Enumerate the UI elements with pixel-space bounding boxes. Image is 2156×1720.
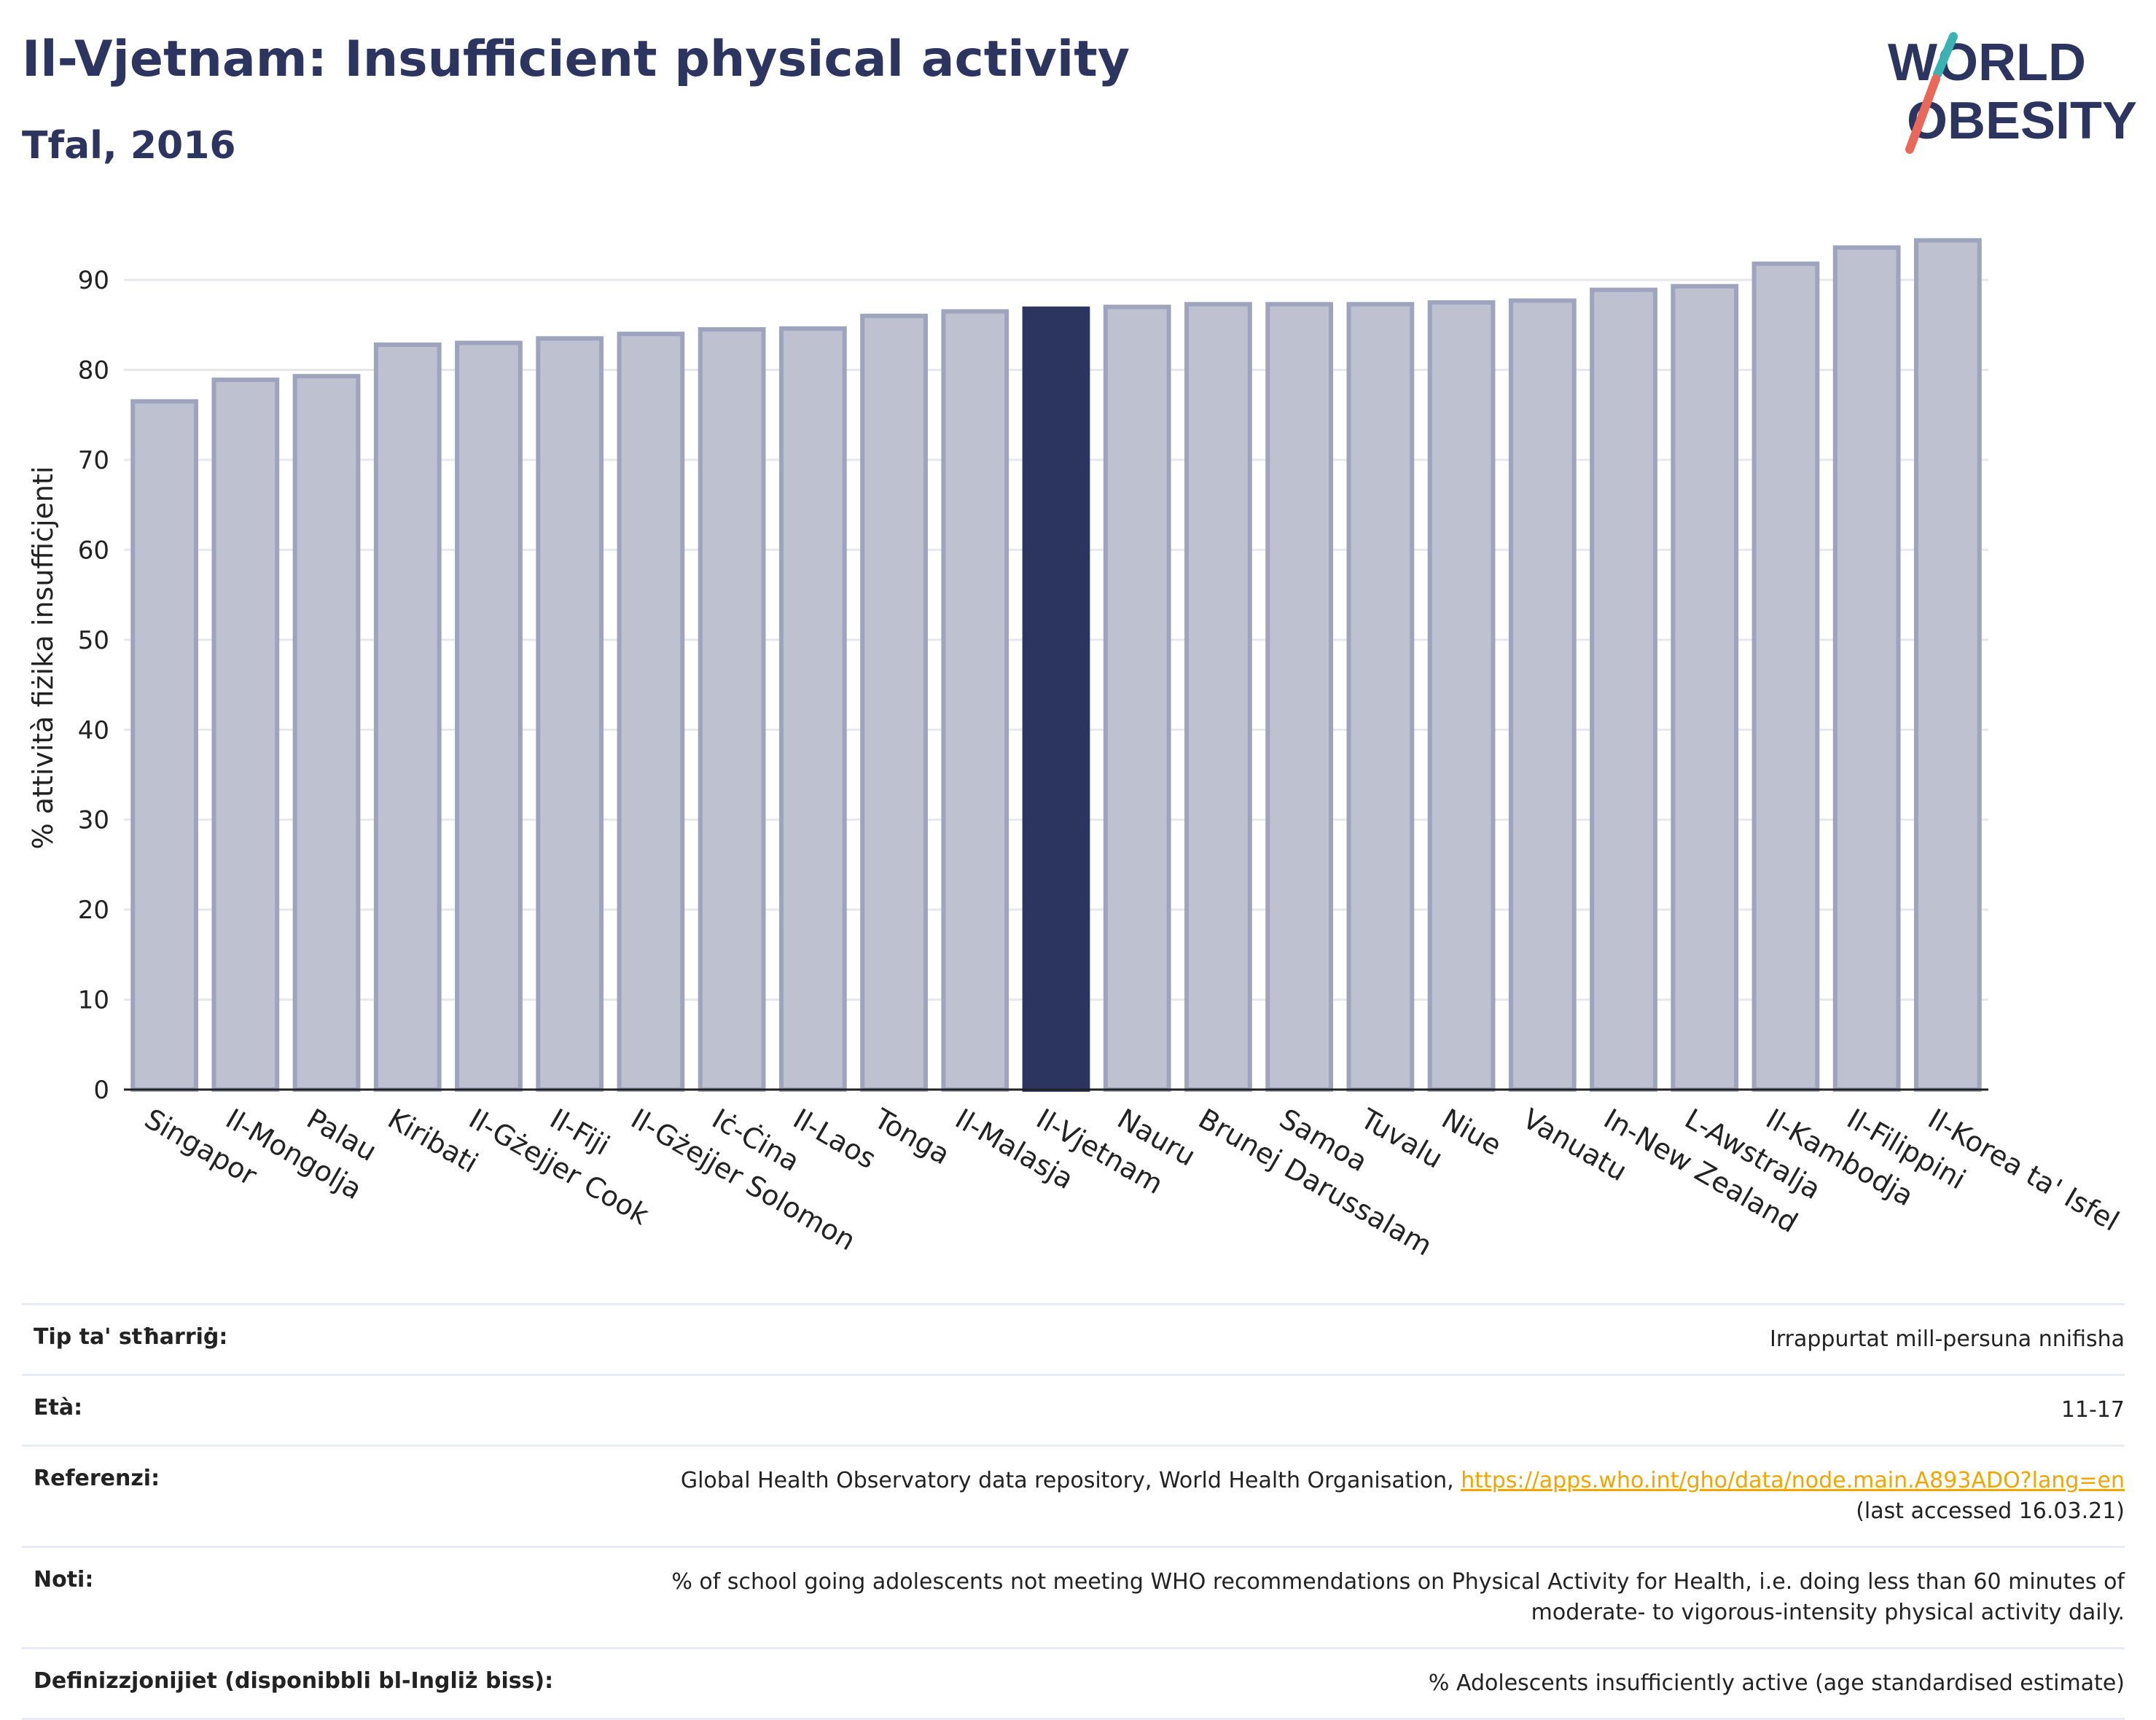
bars [130, 238, 1982, 1092]
meta-label: Referenzi: [34, 1466, 160, 1491]
bar-palau [292, 374, 361, 1092]
meta-value-block: % of school going adolescents not meetin… [671, 1567, 2125, 1628]
bar-nauru [1103, 305, 1171, 1092]
metadata-table: Tip ta' stħarriġ: Irrappurtat mill-persu… [22, 1303, 2125, 1720]
x-tick-label: Tonga [868, 1102, 955, 1170]
bar-il-mongolja [211, 378, 280, 1092]
bar-l-awstralja [1671, 284, 1739, 1092]
logo-line2: OBESITY [1907, 92, 2137, 150]
bar-brunej-darussalam [1184, 302, 1252, 1092]
reference-text: Global Health Observatory data repositor… [680, 1468, 1454, 1493]
bar-tuvalu [1346, 302, 1415, 1092]
bar-samoa [1265, 302, 1334, 1092]
y-tick-label: 0 [93, 1076, 109, 1105]
meta-label: Noti: [34, 1567, 94, 1592]
meta-row-references: Referenzi: Global Health Observatory dat… [22, 1445, 2125, 1546]
bar-il-kambodja [1751, 261, 1820, 1092]
meta-label: Età: [34, 1395, 83, 1420]
x-tick-label: Il-Laos [788, 1103, 882, 1176]
bar-il-malasja [941, 309, 1009, 1092]
y-tick-label: 70 [78, 446, 109, 475]
bar-in-new-zealand [1590, 287, 1657, 1092]
notes-line1: % of school going adolescents not meetin… [671, 1569, 2125, 1595]
reference-accessed: (last accessed 16.03.21) [1856, 1498, 2125, 1524]
meta-row-survey-type: Tip ta' stħarriġ: Irrappurtat mill-persu… [22, 1303, 2125, 1374]
meta-label: Definizzjonijiet (disponibbli bl-Ingliż … [34, 1668, 554, 1694]
logo-slash-bottom [1905, 74, 1940, 154]
y-axis-label: % attività fiżika insuffiċjenti [27, 466, 59, 850]
y-tick-label: 40 [78, 716, 109, 745]
y-tick-label: 30 [78, 806, 109, 835]
x-tick-label: Kiribati [383, 1103, 484, 1179]
bar-il-g-ejjer-solomon [617, 332, 685, 1092]
y-tick-label: 50 [78, 626, 109, 655]
reference-link[interactable]: https://apps.who.int/gho/data/node.main.… [1461, 1468, 2125, 1493]
y-tick-label: 90 [78, 266, 109, 295]
bar-tonga [860, 313, 928, 1092]
meta-row-definitions: Definizzjonijiet (disponibbli bl-Ingliż … [22, 1647, 2125, 1720]
page-title: Il-Vjetnam: Insufficient physical activi… [22, 31, 1130, 88]
bar-il-filippini [1832, 245, 1901, 1092]
bar-il-korea-ta-isfel [1914, 238, 1982, 1092]
meta-row-notes: Noti: % of school going adolescents not … [22, 1546, 2125, 1647]
bar-il-vjetnam [1022, 306, 1090, 1092]
y-tick-labels: 0 10 20 30 40 50 60 70 80 90 [78, 266, 109, 1105]
x-tick-label: Niue [1437, 1103, 1507, 1162]
y-tick-label: 80 [78, 356, 109, 386]
y-tick-label: 60 [78, 536, 109, 565]
meta-value-block: Global Health Observatory data repositor… [681, 1466, 2125, 1527]
meta-value: % Adolescents insufficiently active (age… [1428, 1670, 2125, 1696]
bar-singapor [130, 399, 198, 1092]
meta-value: Irrappurtat mill-persuna nnifisha [1769, 1326, 2125, 1352]
bar-vanuatu [1508, 298, 1577, 1092]
notes-line2: moderate- to vigorous-intensity physical… [1531, 1600, 2125, 1625]
x-tick-label: Tuvalu [1355, 1102, 1448, 1175]
page-subtitle: Tfal, 2016 [22, 124, 236, 168]
bar-i-ina [698, 327, 766, 1092]
bar-niue [1427, 300, 1496, 1092]
meta-value: 11-17 [2061, 1397, 2125, 1423]
world-obesity-logo: WORLD OBESITY [1888, 29, 2150, 157]
bar-il-g-ejjer-cook [455, 340, 523, 1092]
meta-label: Tip ta' stħarriġ: [34, 1324, 228, 1350]
y-tick-label: 20 [78, 896, 109, 925]
logo-slash-top [1933, 32, 1958, 79]
bar-kiribati [373, 342, 442, 1092]
y-tick-label: 10 [78, 986, 109, 1015]
bar-chart: 0 10 20 30 40 50 60 70 80 90 SingaporIl-MongoljaP… [27, 238, 2125, 1262]
bar-il-laos [778, 326, 847, 1092]
meta-row-age: Età: 11-17 [22, 1374, 2125, 1445]
logo-line1: WORLD [1888, 34, 2086, 92]
bar-il-fiji [536, 336, 604, 1092]
